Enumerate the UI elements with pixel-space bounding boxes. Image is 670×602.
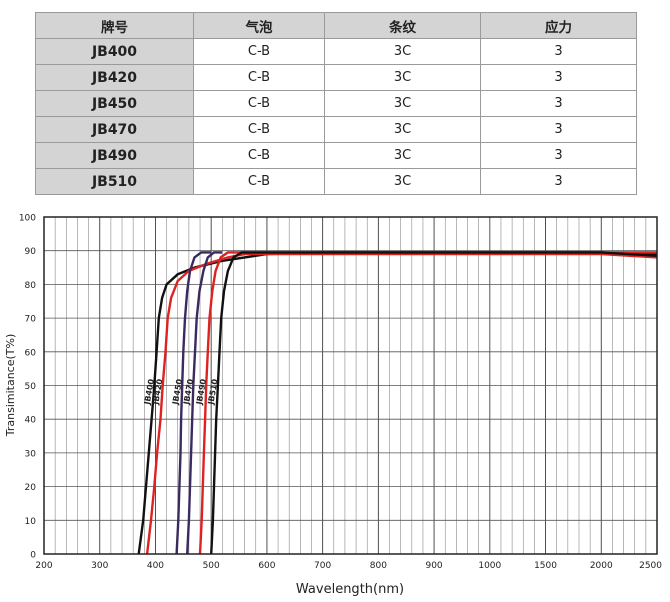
table-row: JB470 C-B 3C 3 — [35, 116, 637, 143]
x-tick-label: 200 — [35, 561, 52, 571]
table-row: JB450 C-B 3C 3 — [35, 90, 637, 117]
table-row: JB490 C-B 3C 3 — [35, 142, 637, 169]
y-tick-label: 100 — [19, 214, 36, 224]
y-tick-label: 60 — [25, 348, 37, 358]
y-tick-label: 70 — [25, 315, 37, 325]
stress-cell: 3 — [480, 116, 637, 143]
x-tick-label: 800 — [370, 561, 387, 571]
stress-cell: 3 — [480, 168, 637, 195]
grade-cell: JB450 — [35, 90, 194, 117]
grade-cell: JB510 — [35, 168, 194, 195]
grade-cell: JB470 — [35, 116, 194, 143]
y-tick-label: 90 — [25, 247, 37, 257]
header-grade: 牌号 — [35, 12, 194, 39]
y-tick-label: 20 — [25, 483, 37, 493]
x-tick-label: 1000 — [478, 561, 501, 571]
table-row: JB400 C-B 3C 3 — [35, 38, 637, 65]
stripe-cell: 3C — [324, 90, 481, 117]
bubble-cell: C-B — [193, 38, 325, 65]
y-tick-label: 0 — [30, 551, 36, 561]
stripe-cell: 3C — [324, 142, 481, 169]
curve-jb510 — [210, 251, 658, 555]
y-tick-label: 30 — [25, 449, 37, 459]
x-tick-label: 2000 — [590, 561, 613, 571]
stripe-cell: 3C — [324, 116, 481, 143]
bubble-cell: C-B — [193, 64, 325, 91]
grade-cell: JB420 — [35, 64, 194, 91]
table-row: JB510 C-B 3C 3 — [35, 168, 637, 195]
x-tick-label: 500 — [203, 561, 220, 571]
header-bubble: 气泡 — [193, 12, 325, 39]
curve-jb420 — [145, 252, 658, 555]
stress-cell: 3 — [480, 38, 637, 65]
bubble-cell: C-B — [193, 142, 325, 169]
y-axis-label: Transimitance(T%) — [4, 334, 17, 438]
bubble-cell: C-B — [193, 116, 325, 143]
table-header-row: 牌号 气泡 条纹 应力 — [35, 12, 637, 39]
x-tick-label: 400 — [147, 561, 164, 571]
x-tick-labels: 200 300 400 500 600 700 800 900 1000 1500 2000 2500 — [35, 561, 662, 571]
table-row: JB420 C-B 3C 3 — [35, 64, 637, 91]
grade-cell: JB490 — [35, 142, 194, 169]
y-tick-label: 40 — [25, 416, 37, 426]
stripe-cell: 3C — [324, 64, 481, 91]
stress-cell: 3 — [480, 142, 637, 169]
x-tick-label: 900 — [425, 561, 442, 571]
stress-cell: 3 — [480, 64, 637, 91]
x-tick-label: 700 — [314, 561, 331, 571]
curves — [137, 251, 658, 555]
stress-cell: 3 — [480, 90, 637, 117]
x-tick-label: 1500 — [534, 561, 557, 571]
header-stress: 应力 — [480, 12, 637, 39]
bubble-cell: C-B — [193, 90, 325, 117]
x-tick-label: 600 — [258, 561, 275, 571]
curve-jb450 — [175, 251, 212, 555]
y-tick-label: 10 — [25, 517, 37, 527]
bubble-cell: C-B — [193, 168, 325, 195]
spec-table: 牌号 气泡 条纹 应力 JB400 C-B 3C 3 JB420 C-B 3C … — [35, 12, 637, 195]
y-tick-labels: 0 10 20 30 40 50 60 70 80 90 100 — [19, 214, 36, 561]
y-tick-label: 50 — [25, 382, 37, 392]
y-tick-label: 80 — [25, 281, 37, 291]
stripe-cell: 3C — [324, 168, 481, 195]
grade-cell: JB400 — [35, 38, 194, 65]
header-stripe: 条纹 — [324, 12, 481, 39]
plot-frame — [43, 216, 658, 555]
x-axis-label: Wavelength(nm) — [296, 582, 404, 597]
x-tick-label: 2500 — [639, 561, 662, 571]
curve-jb470 — [186, 251, 223, 555]
x-tick-label: 300 — [91, 561, 108, 571]
stripe-cell: 3C — [324, 38, 481, 65]
